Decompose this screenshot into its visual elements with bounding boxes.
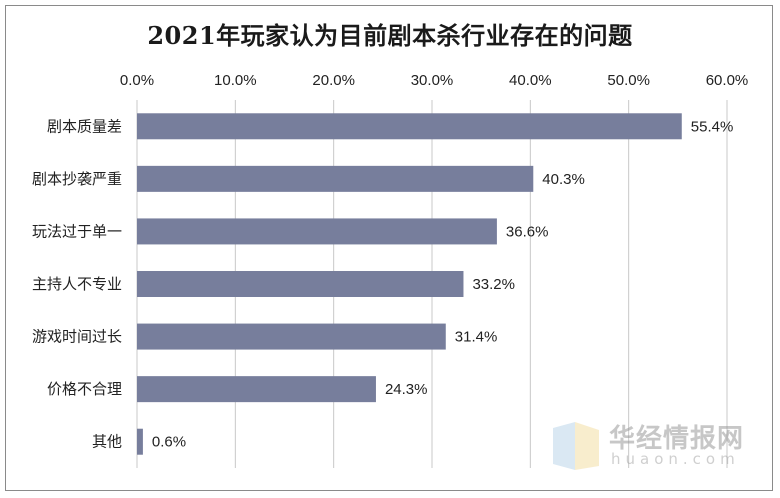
data-labels: 55.4% 40.3% 36.6% 33.2% 31.4% 24.3% 0.6% <box>152 118 733 450</box>
watermark: 华经情报网 huaon.com <box>553 418 753 474</box>
x-tick-label: 0.0% <box>120 72 154 89</box>
bar <box>137 113 682 140</box>
data-label: 40.3% <box>542 171 585 188</box>
bar <box>137 165 534 192</box>
bar <box>137 218 497 245</box>
data-label: 33.2% <box>472 276 515 293</box>
data-label: 0.6% <box>152 434 186 451</box>
watermark-name: 华经情报网 <box>609 424 745 454</box>
chart-title: 2021年玩家认为目前剧本杀行业存在的问题 <box>147 21 633 50</box>
watermark-logo-icon <box>553 422 599 470</box>
x-tick-label: 10.0% <box>214 72 257 89</box>
category-label: 主持人不专业 <box>32 275 122 293</box>
category-label: 其他 <box>92 433 122 451</box>
x-tick-label: 40.0% <box>509 72 552 89</box>
category-label: 剧本抄袭严重 <box>32 170 122 188</box>
category-label: 游戏时间过长 <box>32 328 122 346</box>
data-label: 55.4% <box>691 118 734 135</box>
data-label: 31.4% <box>455 329 498 346</box>
watermark-url: huaon.com <box>611 450 740 468</box>
x-axis-ticks: 0.0% 10.0% 20.0% 30.0% 40.0% 50.0% 60.0% <box>120 72 748 89</box>
data-label: 24.3% <box>385 381 428 398</box>
bar <box>137 323 446 350</box>
bar <box>137 428 143 455</box>
category-label: 价格不合理 <box>47 380 122 398</box>
x-tick-label: 50.0% <box>607 72 650 89</box>
bars <box>137 113 682 455</box>
x-tick-label: 30.0% <box>411 72 454 89</box>
bar <box>137 376 376 403</box>
chart-frame <box>5 5 773 491</box>
x-tick-label: 60.0% <box>706 72 749 89</box>
data-label: 36.6% <box>506 223 549 240</box>
bar <box>137 271 464 297</box>
x-tick-label: 20.0% <box>312 72 355 89</box>
category-label: 剧本质量差 <box>47 117 122 135</box>
category-label: 玩法过于单一 <box>32 222 122 240</box>
